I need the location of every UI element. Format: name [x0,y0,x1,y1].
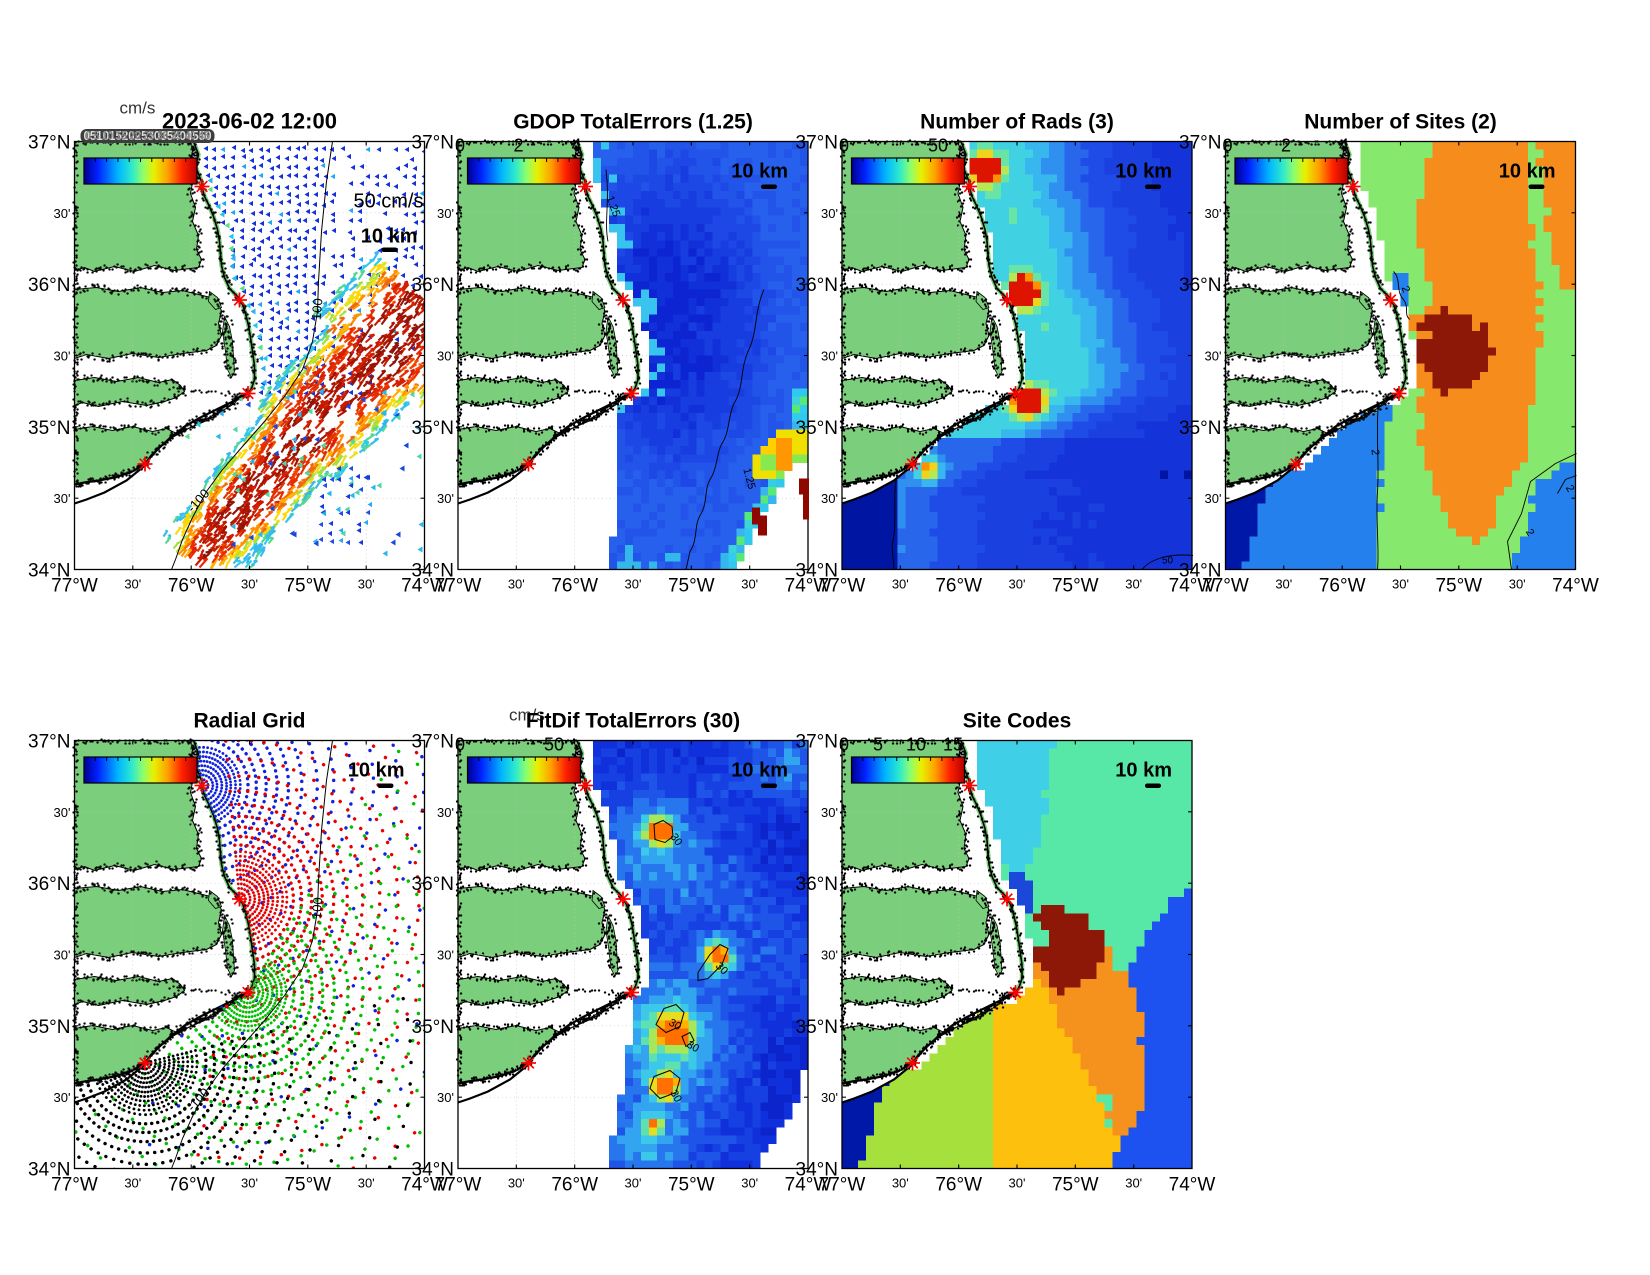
svg-text:2: 2 [1399,284,1412,294]
svg-text:10 km: 10 km [361,226,418,248]
svg-text:0 5 10 15 20 25 30 35 40 45: 0 5 10 15 20 25 30 35 40 45 [86,129,210,143]
svg-text:cm/s: cm/s [509,706,545,725]
svg-text:1.25: 1.25 [740,467,757,491]
svg-text:4: 4 [571,136,581,156]
svg-text:50: 50 [544,735,564,755]
svg-text:2: 2 [1369,449,1381,456]
svg-text:30: 30 [668,831,685,848]
svg-text:FitDif TotalErrors (30): FitDif TotalErrors (30) [526,710,740,733]
svg-text:0: 0 [839,136,849,156]
svg-text:2023-06-02 12:00: 2023-06-02 12:00 [162,109,337,134]
svg-text:15: 15 [943,735,963,755]
svg-text:2: 2 [1523,527,1536,538]
svg-text:05101520253035404550: 05101520253035404550 [84,128,212,143]
svg-text:Site Codes: Site Codes [963,710,1072,733]
svg-text:100: 100 [309,298,326,321]
svg-text:GDOP TotalErrors (1.25): GDOP TotalErrors (1.25) [513,111,753,134]
svg-text:Number of Rads (3): Number of Rads (3) [920,111,1114,134]
svg-text:50: 50 [928,136,948,156]
svg-text:0: 0 [455,136,465,156]
svg-text:Number of Sites (2): Number of Sites (2) [1304,111,1497,134]
svg-text:30: 30 [685,1039,702,1056]
svg-text:4: 4 [1339,136,1349,156]
svg-text:cm/s: cm/s [120,99,156,118]
svg-text:30: 30 [667,1088,684,1105]
svg-text:2: 2 [1563,483,1576,494]
svg-text:50: 50 [1162,556,1174,567]
svg-text:Radial Grid: Radial Grid [193,710,305,733]
svg-text:5: 5 [873,735,883,755]
svg-text:0: 0 [839,735,849,755]
svg-text:30: 30 [667,1017,684,1034]
svg-text:0: 0 [455,735,465,755]
svg-text:50 cm/s: 50 cm/s [353,191,423,213]
svg-text:10: 10 [906,735,926,755]
svg-text:100: 100 [309,897,326,920]
svg-text:0: 0 [1222,136,1232,156]
svg-text:2: 2 [1281,136,1291,156]
svg-text:2: 2 [513,136,523,156]
